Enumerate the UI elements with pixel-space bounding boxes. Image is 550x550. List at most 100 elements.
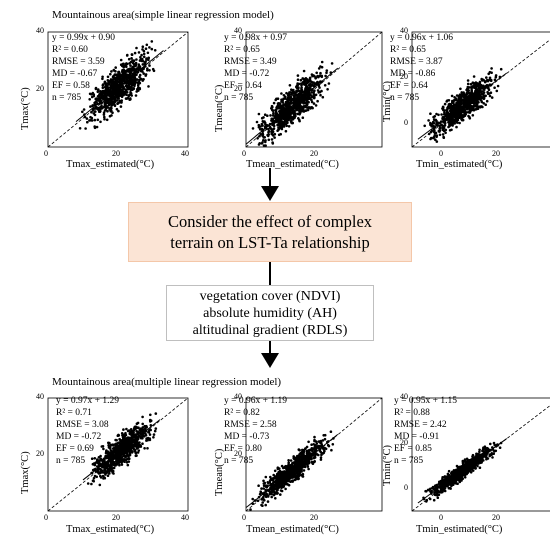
data-point	[449, 482, 452, 486]
data-point	[295, 469, 298, 472]
data-point	[296, 82, 299, 85]
data-point	[112, 69, 116, 72]
data-point	[470, 85, 473, 89]
data-point	[282, 94, 286, 97]
data-point	[117, 88, 121, 92]
data-point	[295, 90, 298, 93]
data-point	[298, 456, 301, 460]
data-point	[306, 79, 310, 83]
data-point	[460, 479, 463, 482]
data-point	[130, 434, 133, 437]
data-point	[101, 465, 104, 469]
y-axis-label: Tmax(°C)	[20, 87, 31, 130]
data-point	[101, 86, 105, 90]
data-point	[129, 82, 133, 86]
data-point	[120, 439, 123, 443]
data-point	[98, 459, 101, 462]
data-point	[471, 455, 474, 458]
data-point	[110, 451, 113, 454]
r-squared: R² = 0.65	[390, 45, 426, 55]
data-point	[263, 121, 267, 125]
data-point	[437, 493, 441, 497]
data-point	[285, 91, 288, 95]
data-point	[114, 445, 118, 448]
data-point	[455, 464, 459, 468]
data-point	[495, 89, 499, 93]
data-point	[493, 86, 496, 89]
data-point	[425, 490, 428, 493]
data-point	[266, 500, 270, 503]
data-point	[287, 96, 291, 99]
data-point	[477, 95, 480, 98]
x-tick-label: 0	[242, 513, 246, 522]
data-point	[447, 104, 450, 108]
regression-equation: y = 0.97x + 1.29	[56, 396, 119, 406]
data-point	[249, 508, 252, 511]
data-point	[475, 452, 478, 456]
r-squared: R² = 0.88	[394, 408, 430, 418]
data-point	[101, 83, 105, 86]
data-point	[455, 477, 458, 480]
data-point	[257, 484, 260, 487]
data-point	[118, 75, 121, 79]
data-point	[451, 99, 454, 103]
data-point	[469, 471, 473, 474]
efficiency: EF = 0.64	[390, 81, 428, 91]
data-point	[478, 448, 481, 452]
data-point	[304, 98, 307, 101]
data-point	[125, 97, 129, 100]
data-point	[280, 92, 283, 95]
data-point	[271, 114, 275, 117]
data-point	[112, 460, 115, 464]
data-point	[106, 79, 110, 82]
data-point	[94, 100, 97, 104]
data-point	[443, 124, 447, 127]
data-point	[305, 106, 309, 109]
scatter-plot	[47, 397, 189, 512]
data-point	[472, 81, 475, 85]
data-point	[471, 469, 475, 472]
data-point	[461, 110, 464, 113]
data-point	[318, 90, 322, 94]
data-point	[295, 84, 299, 87]
data-point	[129, 428, 133, 431]
data-point	[466, 89, 469, 93]
data-point	[138, 428, 141, 432]
data-point	[285, 476, 289, 480]
data-point	[293, 109, 296, 113]
data-point	[428, 497, 432, 501]
data-point	[262, 116, 265, 119]
x-tick-label: 20	[310, 513, 318, 522]
data-point	[471, 106, 475, 109]
data-point	[118, 91, 121, 95]
data-point	[125, 65, 128, 68]
data-point	[307, 100, 310, 104]
data-point	[317, 75, 320, 79]
data-point	[290, 111, 294, 115]
data-point	[120, 432, 124, 435]
data-point	[256, 137, 259, 140]
data-point	[432, 498, 436, 502]
data-point	[289, 480, 292, 483]
data-point	[108, 447, 112, 450]
data-point	[282, 108, 286, 111]
regression-equation: y = 0.95x + 1.15	[394, 396, 457, 406]
data-point	[288, 102, 291, 106]
data-point	[269, 114, 272, 117]
regression-line	[245, 434, 339, 509]
data-point	[128, 453, 132, 456]
data-point	[107, 444, 110, 447]
data-point	[466, 97, 470, 100]
data-point	[95, 97, 98, 100]
data-point	[258, 128, 262, 131]
data-point	[271, 142, 275, 145]
data-point	[104, 102, 107, 105]
data-point	[450, 114, 454, 118]
data-point	[120, 463, 124, 466]
data-point	[274, 111, 278, 114]
data-point	[277, 122, 280, 126]
data-point	[485, 83, 489, 87]
factor-rdls: altitudinal gradient (RDLS)	[192, 323, 348, 338]
data-point	[455, 125, 458, 129]
data-point	[320, 65, 324, 69]
